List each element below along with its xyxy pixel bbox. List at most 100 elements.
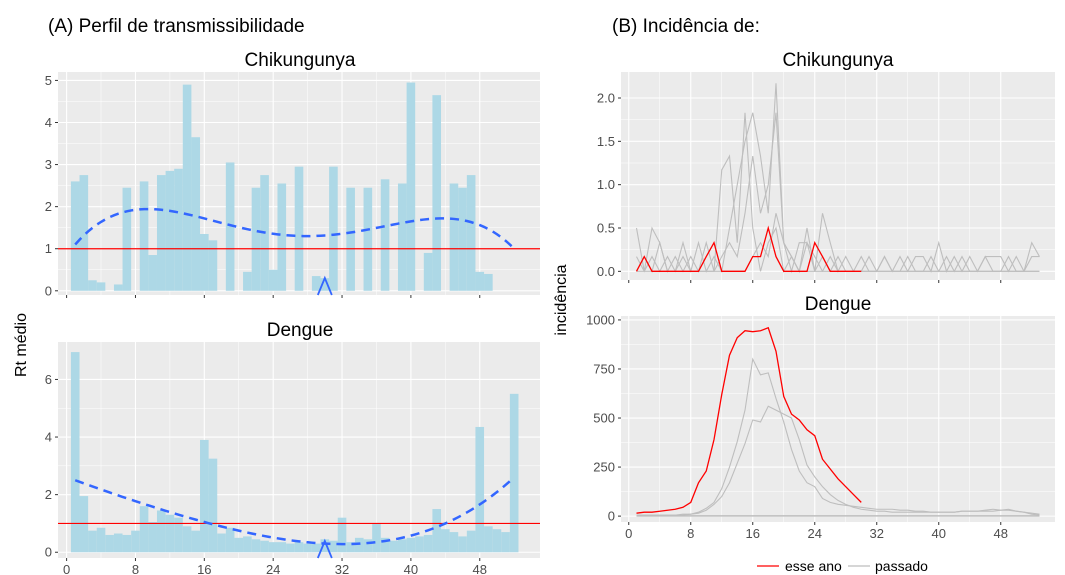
rt-chart-chikungunya: Chikungunya 0 1 2 3 4 5 xyxy=(45,50,540,298)
rt-chik-bar xyxy=(113,284,123,291)
rt-chik-bar xyxy=(432,95,442,291)
inc-deng-xtick-label: 0 xyxy=(625,526,632,541)
rt-chik-bar xyxy=(70,181,80,291)
rt-deng-panel-bg xyxy=(58,342,540,558)
rt-deng-xtick-label: 32 xyxy=(335,562,349,575)
rt-chik-bar xyxy=(311,276,321,291)
legend-label-esse-ano: esse ano xyxy=(785,558,842,574)
rt-chik-bar xyxy=(200,233,209,291)
inc-deng-xtick-label: 48 xyxy=(994,526,1008,541)
rt-deng-bar xyxy=(441,529,450,553)
rt-deng-bar xyxy=(484,526,493,553)
rt-chik-bar xyxy=(96,282,106,291)
inc-deng-ytick-label: 750 xyxy=(593,361,615,376)
rt-chik-title: Chikungunya xyxy=(245,50,356,71)
rt-deng-bar xyxy=(200,439,209,553)
rt-chik-bar xyxy=(165,170,175,291)
rt-deng-xtick-label: 48 xyxy=(473,562,487,575)
rt-deng-bar xyxy=(148,522,157,553)
inc-chik-title: Chikungunya xyxy=(783,50,894,71)
inc-chik-ytick-label: 2.0 xyxy=(597,91,615,106)
rt-chik-smooth-curve xyxy=(74,207,516,250)
rt-chik-bar xyxy=(397,183,407,291)
rt-chik-ytick-label: 1 xyxy=(45,241,52,256)
rt-chik-bar xyxy=(346,187,355,291)
rt-chik-bar xyxy=(363,187,373,291)
rt-deng-bar xyxy=(363,539,373,553)
rt-chik-bar xyxy=(251,187,261,291)
rt-deng-bar xyxy=(346,542,355,553)
rt-chik-bar xyxy=(380,179,390,291)
rt-deng-smooth-curve xyxy=(74,476,516,546)
inc-chik-ytick-label: 0.0 xyxy=(597,264,615,279)
rt-chik-bar xyxy=(277,183,287,291)
panel-b-ylabel: incidência xyxy=(553,264,570,335)
rt-deng-bar xyxy=(105,534,114,553)
rt-deng-bar xyxy=(303,543,312,553)
rt-chik-bar xyxy=(139,181,149,291)
inc-deng-ytick-label: 500 xyxy=(593,411,615,426)
rt-chik-ytick-label: 5 xyxy=(45,73,52,88)
rt-deng-title: Dengue xyxy=(267,320,334,341)
rt-deng-xtick-label: 0 xyxy=(63,562,70,575)
rt-chik-bar xyxy=(174,168,183,291)
rt-deng-bar xyxy=(311,543,321,553)
rt-deng-bar xyxy=(397,539,407,553)
rt-deng-bar xyxy=(423,534,433,553)
rt-deng-bar xyxy=(243,536,252,553)
rt-deng-bar xyxy=(320,539,330,553)
rt-deng-bar xyxy=(380,537,390,553)
rt-deng-bar xyxy=(492,529,502,553)
rt-deng-xtick-label: 8 xyxy=(132,562,139,575)
rt-chik-bar xyxy=(243,271,252,291)
rt-chik-bar xyxy=(191,137,201,291)
inc-chik-ytick-label: 1.0 xyxy=(597,177,615,192)
panel-b-header: (B) Incidência de: xyxy=(612,16,760,37)
rt-deng-xtick-label: 40 xyxy=(404,562,418,575)
rt-deng-xtick-label: 16 xyxy=(197,562,211,575)
inc-deng-xtick-label: 40 xyxy=(932,526,946,541)
rt-deng-bar xyxy=(458,536,467,553)
rt-chik-bar xyxy=(466,175,476,291)
rt-deng-ytick-label: 4 xyxy=(45,430,52,445)
rt-deng-bar xyxy=(251,539,261,553)
rt-chik-bar xyxy=(88,280,97,291)
rt-deng-bar xyxy=(415,536,424,553)
rt-deng-bar xyxy=(139,506,149,553)
rt-deng-bar xyxy=(70,352,80,553)
inc-deng-ytick-label: 250 xyxy=(593,460,615,475)
rt-deng-bar xyxy=(156,510,166,553)
rt-deng-bar xyxy=(337,517,347,553)
rt-chik-bar xyxy=(329,166,338,291)
rt-chik-bar xyxy=(484,273,493,291)
rt-deng-ytick-label: 2 xyxy=(45,487,52,502)
rt-deng-bar xyxy=(372,523,381,553)
rt-deng-bar xyxy=(432,509,442,553)
rt-deng-bar xyxy=(113,533,123,553)
rt-chik-ytick-label: 3 xyxy=(45,157,52,172)
rt-chik-bar xyxy=(156,175,166,291)
incidence-chart-dengue: Dengue 0 250 500 750 1000 0 8 16 24 32 40 48 xyxy=(586,294,1055,541)
rt-chik-bar xyxy=(423,252,433,291)
inc-deng-series-esse-ano xyxy=(636,326,862,514)
rt-deng-bar xyxy=(466,530,476,553)
inc-chik-series-esse-ano xyxy=(635,225,862,272)
inc-chik-panel-bg xyxy=(621,72,1055,280)
rt-chik-bar xyxy=(458,187,467,291)
rt-chik-ytick-label: 2 xyxy=(45,199,52,214)
rt-chik-bar xyxy=(208,240,218,291)
rt-deng-ytick-label: 0 xyxy=(45,545,52,560)
rt-deng-bar xyxy=(260,540,269,553)
inc-deng-ytick-label: 1000 xyxy=(586,312,615,327)
rt-deng-bar xyxy=(286,543,295,553)
rt-deng-bar xyxy=(509,393,519,553)
rt-deng-bar xyxy=(329,540,338,553)
rt-chik-bar xyxy=(294,166,304,291)
rt-deng-bar xyxy=(165,514,175,553)
incidence-chart-chikungunya: Chikungunya 0.0 0.5 1.0 1.5 2.0 xyxy=(597,50,1055,283)
rt-deng-bar xyxy=(277,542,287,553)
rt-deng-bar xyxy=(131,530,140,553)
rt-deng-ytick-label: 6 xyxy=(45,372,52,387)
